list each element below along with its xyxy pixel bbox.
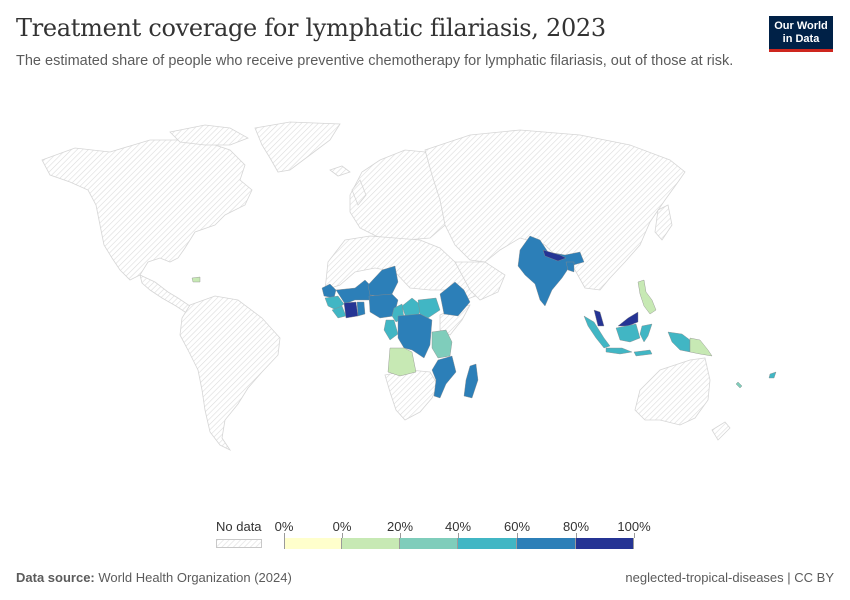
region-greenland xyxy=(254,121,341,173)
legend-tick xyxy=(284,533,285,538)
legend-no-data-swatch[interactable] xyxy=(216,539,262,548)
region-north-america xyxy=(41,139,253,281)
legend-tick xyxy=(576,533,577,538)
region-asia xyxy=(424,129,686,291)
legend-tick xyxy=(458,533,459,538)
legend-tick xyxy=(517,533,518,538)
data-source-label: Data source: xyxy=(16,570,95,585)
country-tanzania xyxy=(431,329,453,359)
legend-bin-0[interactable] xyxy=(284,538,342,549)
country-mozambique xyxy=(431,355,457,399)
country-gabon xyxy=(383,319,399,341)
legend-bin-2[interactable] xyxy=(400,538,458,549)
logo-line-1: Our World xyxy=(774,20,828,32)
country-south-sudan xyxy=(417,297,441,319)
legend-tick-label: 0% xyxy=(332,519,352,534)
country-niger xyxy=(367,265,399,297)
country-vanuatu xyxy=(735,381,743,389)
legend-bin-4[interactable] xyxy=(517,538,576,549)
country-bangladesh xyxy=(565,261,575,273)
region-australia xyxy=(634,357,711,426)
logo-line-2: in Data xyxy=(782,32,820,45)
footer-license[interactable]: neglected-tropical-diseases | CC BY xyxy=(625,570,834,585)
country-indonesia-sumatra xyxy=(583,315,611,349)
country-indonesia-java xyxy=(605,347,633,355)
chart-title: Treatment coverage for lymphatic filaria… xyxy=(16,14,606,42)
country-indonesia-sulawesi xyxy=(639,323,653,343)
owid-logo[interactable]: Our World in Data xyxy=(769,16,833,52)
country-papua-new-guinea xyxy=(689,337,713,357)
legend-tick-label: 100% xyxy=(617,519,651,534)
legend-tick-label: 80% xyxy=(562,519,590,534)
country-nepal xyxy=(542,249,567,262)
country-indonesia-islands xyxy=(633,349,653,357)
legend-tick-label: 20% xyxy=(386,519,414,534)
legend-tick-label: 0% xyxy=(274,519,294,534)
legend-tick-label: 40% xyxy=(444,519,472,534)
region-southern-africa xyxy=(384,369,439,421)
country-fiji xyxy=(768,371,777,379)
no-data-land xyxy=(41,121,731,452)
color-legend: No data 0% 0% 20% 40% 60% 80% 100% xyxy=(0,512,850,552)
country-india xyxy=(517,235,585,307)
country-indonesia-kalimantan xyxy=(615,323,641,343)
country-haiti xyxy=(191,276,201,283)
data-source-link[interactable]: World Health Organization (2024) xyxy=(98,570,292,585)
legend-tick xyxy=(634,533,635,538)
country-philippines xyxy=(637,279,657,315)
country-ghana xyxy=(356,301,366,317)
world-map xyxy=(41,121,777,452)
legend-tick xyxy=(342,533,343,538)
legend-no-data-label: No data xyxy=(216,519,262,534)
legend-tick-label: 60% xyxy=(503,519,531,534)
country-ethiopia xyxy=(439,281,471,317)
data-source: Data source: World Health Organization (… xyxy=(16,570,292,585)
legend-tick xyxy=(400,533,401,538)
legend-bin-1[interactable] xyxy=(342,538,400,549)
country-madagascar xyxy=(463,363,479,399)
chart-subtitle: The estimated share of people who receiv… xyxy=(16,53,734,69)
country-indonesia-papua xyxy=(667,331,691,353)
region-south-america xyxy=(179,295,281,452)
country-angola xyxy=(387,347,417,377)
country-malaysia xyxy=(593,309,605,327)
legend-bin-5[interactable] xyxy=(576,538,634,549)
country-malaysia-borneo xyxy=(617,311,639,327)
data-countries xyxy=(191,235,777,399)
legend-bin-3[interactable] xyxy=(458,538,517,549)
country-senegal xyxy=(321,283,337,299)
country-cote-divoire xyxy=(343,301,359,319)
country-dr-congo xyxy=(397,313,433,359)
